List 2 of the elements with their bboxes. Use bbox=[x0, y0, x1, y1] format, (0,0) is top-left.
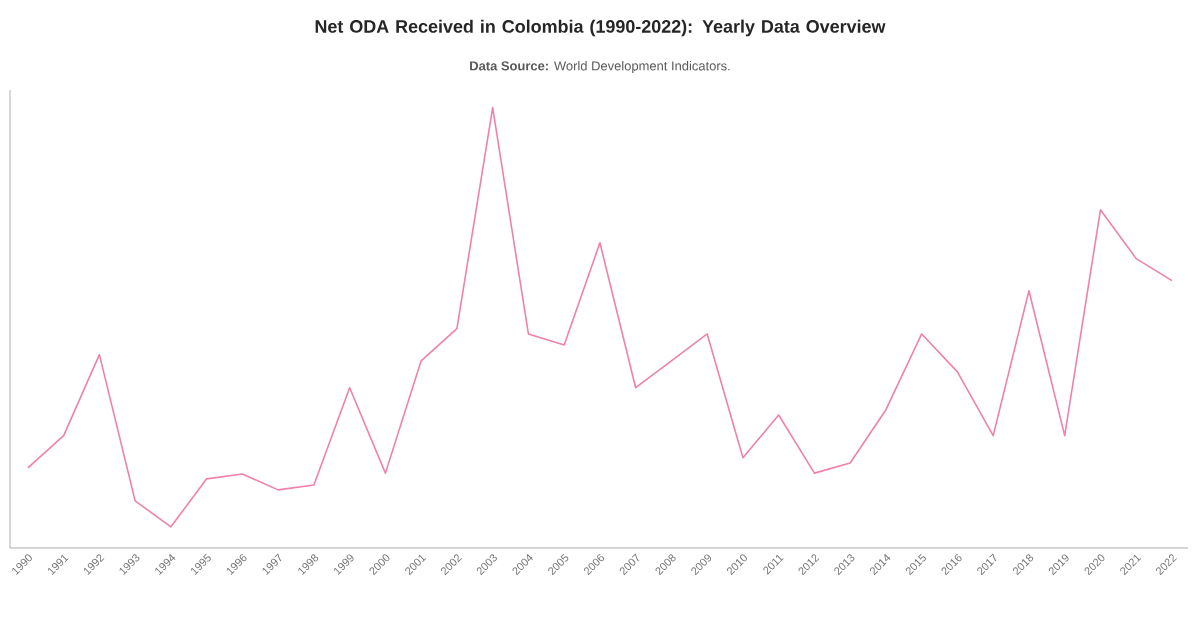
chart-subtitle: Data Source: World Development Indicators. bbox=[470, 60, 730, 74]
chart-title: Net ODA Received in Colombia (1990-2022): Yearly Data Overview bbox=[315, 19, 886, 37]
